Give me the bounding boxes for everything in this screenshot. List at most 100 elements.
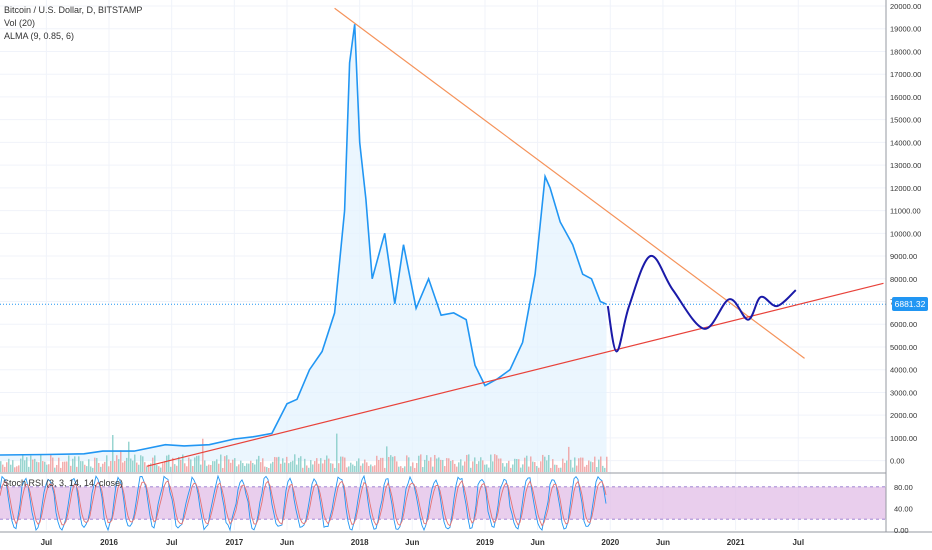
volume-bar [562,458,564,472]
volume-bar [104,461,106,472]
volume-bar [302,467,304,472]
volume-bar [466,454,468,472]
volume-bar [316,458,318,472]
volume-bar [216,459,218,472]
volume-bar [538,467,540,472]
volume-bar [310,460,312,472]
volume-bar [434,454,436,472]
volume-bar [488,467,490,472]
volume-bar [58,457,60,472]
volume-bar [498,458,500,472]
volume-bar [422,467,424,472]
volume-bar [556,464,558,472]
stoch-rsi-panel [0,474,886,532]
volume-bar [90,466,92,472]
volume-bar [60,467,62,472]
x-tick-label: Jun [405,538,419,547]
volume-bar [276,457,278,472]
volume-bar [46,464,48,472]
volume-bar [290,461,292,472]
x-tick-label: 2018 [351,538,369,547]
x-tick-label: Jul [41,538,53,547]
volume-bar [92,467,94,472]
volume-bar [232,459,234,472]
legend-volume: Vol (20) [4,18,36,28]
volume-bar [270,463,272,472]
volume-bar [102,463,104,472]
volume-bar [502,463,504,472]
volume-bar [356,461,358,472]
volume-bar [496,455,498,472]
volume-bar [240,460,242,472]
volume-bar [342,456,344,472]
price-area [0,24,607,461]
volume-bar [542,454,544,472]
volume-bar [590,461,592,472]
volume-bar [22,454,24,472]
volume-bar [268,467,270,472]
volume-bar [178,456,180,472]
volume-bar [558,467,560,472]
volume-bar [272,461,274,472]
price-line [0,24,607,456]
volume-bar [208,464,210,472]
stoch-rsi-label: Stoch RSI (3, 3, 14, 14, close) [3,478,124,488]
volume-bar [406,455,408,472]
volume-bar [38,462,40,472]
volume-bar [474,457,476,472]
volume-bar [508,460,510,472]
volume-bar [112,435,114,472]
volume-bar [450,460,452,472]
volume-bar [124,460,126,472]
volume-bar [98,462,100,472]
volume-bar [126,457,128,472]
volume-bar [588,460,590,472]
legend-title: Bitcoin / U.S. Dollar, D, BITSTAMP [4,5,143,15]
chart-legend: Bitcoin / U.S. Dollar, D, BITSTAMP Vol (… [4,4,142,43]
volume-bar [218,463,220,472]
volume-bar [424,459,426,472]
volume-bar [110,461,112,472]
volume-bar [458,462,460,472]
volume-bar [80,461,82,472]
volume-bar [72,458,74,472]
volume-bar [318,463,320,472]
volume-bar [600,456,602,472]
volume-bar [168,454,170,472]
volume-bar [62,461,64,472]
volume-bar [282,458,284,472]
volume-bar [362,463,364,472]
volume-bar [182,454,184,472]
volume-bar [470,467,472,472]
volume-bar [454,463,456,472]
volume-bar [606,456,608,472]
price-area-fill [0,24,607,461]
volume-bar [214,461,216,472]
y-tick-label: 19000.00 [890,25,921,34]
volume-bar [604,467,606,472]
x-tick-label: 2020 [601,538,619,547]
volume-bar [346,467,348,472]
volume-bar [388,456,390,472]
volume-bar [192,466,194,472]
volume-bar [550,467,552,472]
volume-bar [138,464,140,472]
volume-bar [212,461,214,472]
volume-bar [6,462,8,472]
volume-bar [18,465,20,472]
volume-bar [476,463,478,472]
volume-bar [130,458,132,472]
volume-bar [582,457,584,472]
volume-bar [544,456,546,472]
volume-bar [464,461,466,472]
volume-bar [122,462,124,472]
volume-bar [462,465,464,472]
volume-bar [50,454,52,472]
stoch-d-line [0,479,607,527]
volume-bar [348,466,350,472]
volume-bar [354,465,356,472]
y-tick-label: 6000.00 [890,320,917,329]
volume-bar [142,456,144,472]
volume-bar [242,463,244,472]
